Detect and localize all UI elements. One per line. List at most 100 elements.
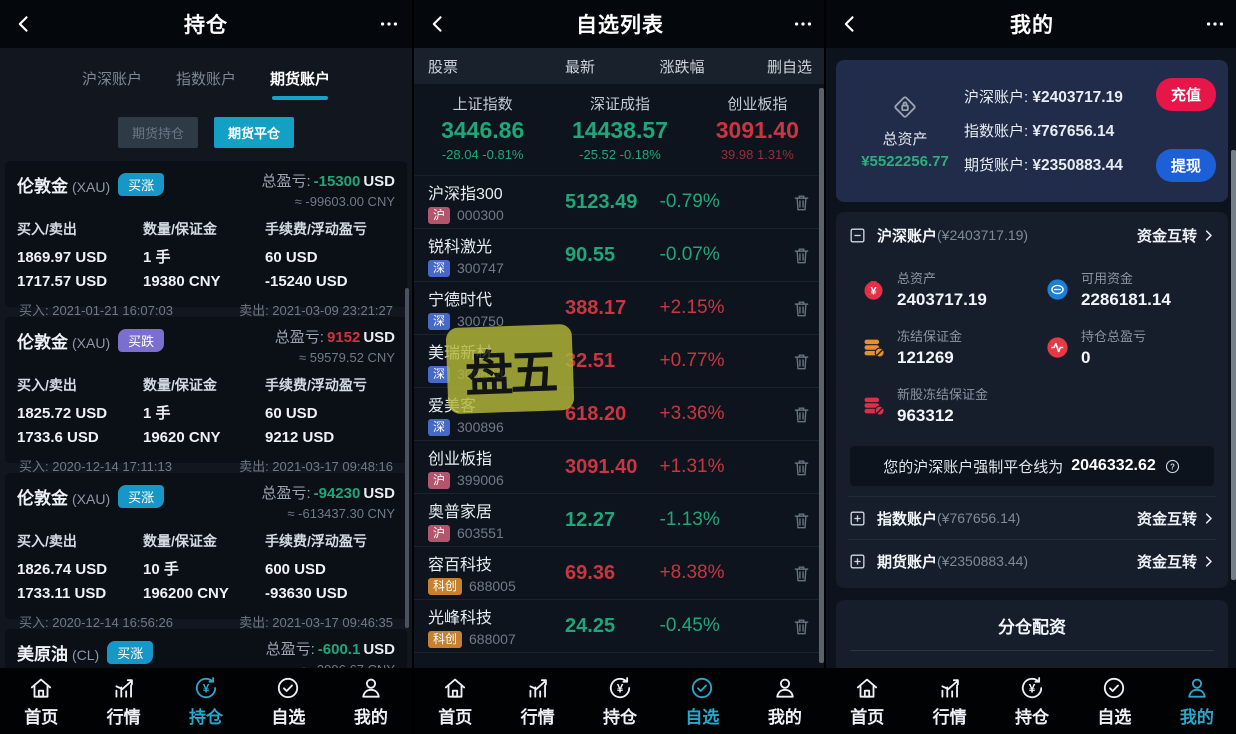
buy-price: 1825.72 USD xyxy=(17,405,108,423)
more-menu-icon[interactable] xyxy=(378,0,400,48)
tab-futures-account[interactable]: 期货账户 xyxy=(270,68,330,100)
nav-positions[interactable]: ¥ 持仓 xyxy=(579,668,661,734)
market-badge: 沪 xyxy=(428,472,451,489)
margin: 19380 CNY xyxy=(143,272,221,290)
index-account-balance: 指数账户: ¥767656.14 xyxy=(964,122,1115,140)
index-shenzhen[interactable]: 深证成指 14438.57 -25.52 -0.18% xyxy=(572,96,668,162)
nav-market[interactable]: 行情 xyxy=(908,668,990,734)
home-icon xyxy=(445,678,466,698)
accounts-panel: 沪深账户 (¥2403717.19) 资金互转 ¥ 总资产 2403717.19 … xyxy=(836,212,1228,588)
buy-time: 买入: 2020-12-14 16:56:26 xyxy=(19,614,173,630)
delete-stock-button[interactable] xyxy=(754,192,812,213)
scrollbar[interactable] xyxy=(819,88,824,663)
nav-watchlist[interactable]: 自选 xyxy=(247,668,329,734)
header: 持仓 xyxy=(0,0,412,48)
nav-positions[interactable]: ¥ 持仓 xyxy=(165,668,247,734)
screen-positions: 持仓 沪深账户 指数账户 期货账户 期货持仓 期货平仓 伦敦金 (XAU) 买涨 总… xyxy=(0,0,412,734)
bottom-nav: 首页 行情 ¥ 持仓 自选 我的 xyxy=(414,668,826,734)
futures-account-section[interactable]: 期货账户 (¥2350883.44) 资金互转 xyxy=(848,539,1216,582)
total-pl-value: 9152 xyxy=(326,329,361,346)
profile-icon xyxy=(1188,678,1206,698)
stock-row[interactable]: 奥普家居沪 603551 12.27 -1.13% xyxy=(414,494,826,547)
svg-text:¥: ¥ xyxy=(203,681,210,695)
asset-summary-card: 总资产 ¥5522256.77 沪深账户: ¥2403717.19 指数账户: … xyxy=(836,60,1228,202)
buy-price: 1826.74 USD xyxy=(17,561,108,579)
watchlist-icon xyxy=(692,677,713,698)
stock-row[interactable]: 光峰科技 科创 688007 24.25 -0.45% xyxy=(414,600,826,653)
trash-icon xyxy=(794,460,809,475)
nav-home[interactable]: 首页 xyxy=(826,668,908,734)
stock-row[interactable]: 沪深指300 沪 000300 5123.49 -0.79% xyxy=(414,176,826,229)
stock-row[interactable]: 创业板指沪 399006 3091.40 +1.31% xyxy=(414,441,826,494)
nav-profile[interactable]: 我的 xyxy=(1156,668,1236,734)
tab-hushen-account[interactable]: 沪深账户 xyxy=(81,71,142,88)
stock-row[interactable]: 宁德时代深 300750 388.17 +2.15% xyxy=(414,282,826,335)
nav-positions[interactable]: ¥ 持仓 xyxy=(991,668,1073,734)
more-menu-icon[interactable] xyxy=(792,0,814,48)
pulse-icon xyxy=(1044,334,1071,361)
position-card[interactable]: 伦敦金 (XAU) 买跌 总盈亏: 9152 USD ≈ 59579.52 CNY 买入… xyxy=(5,317,407,474)
stock-row[interactable]: 锐科激光深 300747 90.55 -0.07% xyxy=(414,229,826,282)
hushen-account-section[interactable]: 沪深账户 (¥2403717.19) 资金互转 xyxy=(848,214,1216,256)
delete-stock-button[interactable] xyxy=(754,245,812,266)
sell-price: 1733.6 USD xyxy=(17,428,99,446)
help-icon[interactable]: ? xyxy=(1164,458,1181,475)
nav-market[interactable]: 行情 xyxy=(82,668,164,734)
nav-home[interactable]: 首页 xyxy=(414,668,496,734)
stat-ipo-frozen-margin: 新股冻结保证金 963312 xyxy=(848,376,1032,434)
liquidation-line-notice: 您的沪深账户强制平仓线为 2046332.62 ? xyxy=(850,446,1214,486)
coins-red-icon xyxy=(860,392,887,419)
delete-stock-button[interactable] xyxy=(754,404,812,425)
market-badge: 科创 xyxy=(428,578,463,595)
delete-stock-button[interactable] xyxy=(754,298,812,319)
watermark: 盘五 xyxy=(445,323,575,415)
expand-icon[interactable] xyxy=(848,552,867,571)
withdraw-button[interactable]: 提现 xyxy=(1155,149,1216,182)
home-icon xyxy=(857,678,878,698)
index-chinext[interactable]: 创业板指 3091.40 39.98 1.31% xyxy=(715,96,799,162)
back-icon[interactable] xyxy=(428,0,448,48)
nav-watchlist[interactable]: 自选 xyxy=(661,668,743,734)
fee: 60 USD xyxy=(265,405,318,423)
bottom-nav: 首页 行情 ¥ 持仓 自选 我的 xyxy=(826,668,1236,734)
position-card-list: 伦敦金 (XAU) 买涨 总盈亏: -15300 USD ≈ -99603.00 CNY… xyxy=(0,161,412,734)
positions-icon: ¥ xyxy=(1021,676,1043,698)
stock-row[interactable]: 容百科技 科创 688005 69.36 +8.38% xyxy=(414,547,826,600)
expand-icon[interactable] xyxy=(848,509,867,528)
delete-stock-button[interactable] xyxy=(754,563,812,584)
account-tabs: 沪深账户 指数账户 期货账户 xyxy=(0,48,412,100)
back-icon[interactable] xyxy=(14,0,34,48)
index-account-section[interactable]: 指数账户 (¥767656.14) 资金互转 xyxy=(848,496,1216,539)
collapse-icon[interactable] xyxy=(848,226,867,245)
delete-stock-button[interactable] xyxy=(754,616,812,637)
recharge-button[interactable]: 充值 xyxy=(1155,78,1216,111)
position-card[interactable]: 伦敦金 (XAU) 买涨 总盈亏: -15300 USD ≈ -99603.00 CNY… xyxy=(5,161,407,318)
scrollbar[interactable] xyxy=(1231,150,1236,580)
delete-stock-button[interactable] xyxy=(754,351,812,372)
index-shanghai[interactable]: 上证指数 3446.86 -28.04 -0.81% xyxy=(441,96,525,162)
fund-transfer-link[interactable]: 资金互转 xyxy=(1136,227,1197,245)
nav-market[interactable]: 行情 xyxy=(496,668,578,734)
trash-icon xyxy=(794,566,809,581)
futures-holding-button[interactable]: 期货持仓 xyxy=(117,117,198,148)
nav-home[interactable]: 首页 xyxy=(0,668,82,734)
more-menu-icon[interactable] xyxy=(1204,0,1226,48)
stock-row[interactable]: 爱美客深300896 618.20 +3.36% xyxy=(414,388,826,441)
futures-closed-button[interactable]: 期货平仓 xyxy=(214,117,295,148)
delete-stock-button[interactable] xyxy=(754,457,812,478)
delete-stock-button[interactable] xyxy=(754,510,812,531)
nav-watchlist[interactable]: 自选 xyxy=(1073,668,1155,734)
fund-transfer-link[interactable]: 资金互转 xyxy=(1136,510,1197,528)
back-icon[interactable] xyxy=(840,0,860,48)
pl-cny: ≈ -99603.00 CNY xyxy=(294,194,395,209)
quantity: 1 手 xyxy=(143,405,171,423)
fee: 600 USD xyxy=(265,561,326,579)
market-badge: 沪 xyxy=(428,207,451,224)
nav-profile[interactable]: 我的 xyxy=(330,668,412,734)
position-card[interactable]: 伦敦金 (XAU) 买涨 总盈亏: -94230 USD ≈ -613437.30 CN… xyxy=(5,473,407,630)
tab-index-account[interactable]: 指数账户 xyxy=(175,71,236,88)
nav-profile[interactable]: 我的 xyxy=(744,668,826,734)
watchlist-icon xyxy=(1104,677,1125,698)
scrollbar[interactable] xyxy=(405,288,409,628)
fund-transfer-link[interactable]: 资金互转 xyxy=(1136,553,1197,571)
